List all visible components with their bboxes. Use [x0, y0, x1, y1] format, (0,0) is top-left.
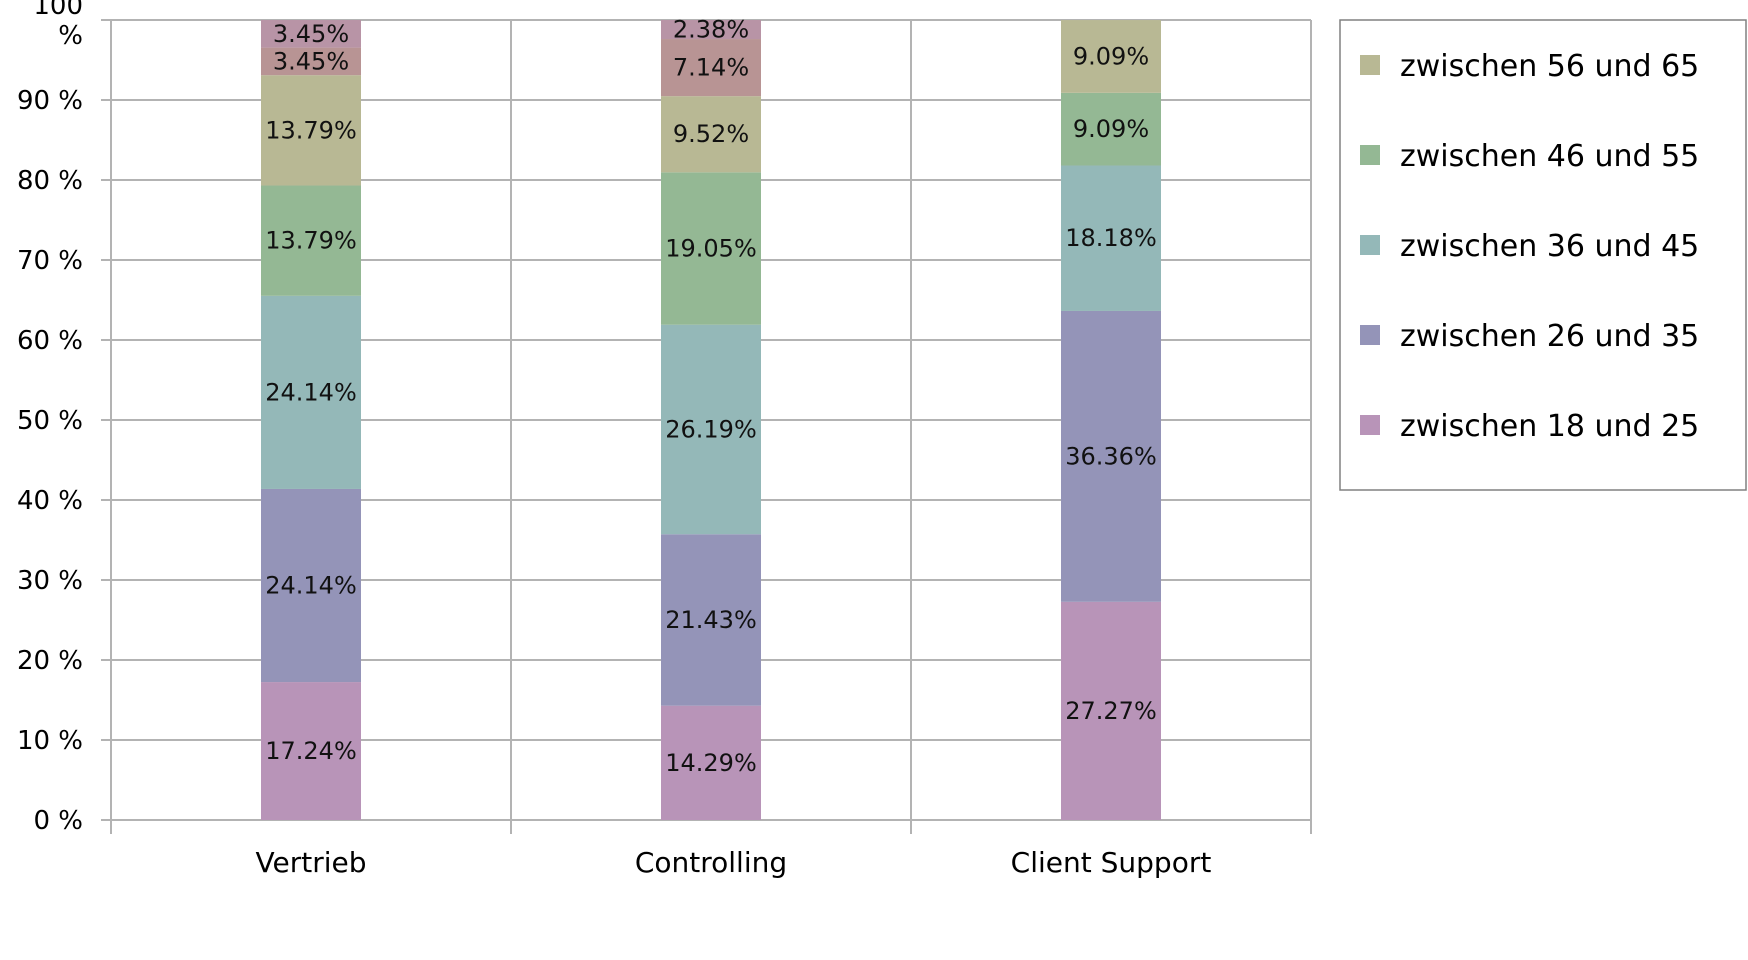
- data-label: 9.52%: [673, 120, 749, 148]
- bar-segment: [261, 185, 361, 296]
- y-tick-label: 80 %: [17, 166, 83, 196]
- data-label: 24.14%: [265, 378, 357, 406]
- data-label: 21.43%: [665, 606, 757, 634]
- data-label: 24.14%: [265, 572, 357, 600]
- legend-swatch: [1360, 235, 1380, 255]
- data-label: 9.09%: [1073, 115, 1149, 143]
- y-tick-label: 10 %: [17, 726, 83, 756]
- data-label: 18.18%: [1065, 224, 1157, 252]
- bar-segment: [261, 75, 361, 186]
- data-label: 3.45%: [273, 20, 349, 48]
- bar-segment: [261, 20, 361, 48]
- legend-label: zwischen 26 und 35: [1400, 319, 1699, 354]
- data-label: 14.29%: [665, 749, 757, 777]
- y-tick-label: 20 %: [17, 646, 83, 676]
- y-tick-label-unit: %: [58, 21, 83, 51]
- bar-segment: [661, 324, 761, 535]
- bar-segment: [261, 488, 361, 683]
- y-tick-label: 70 %: [17, 246, 83, 276]
- y-tick-label: 90 %: [17, 86, 83, 116]
- bars-group: [261, 20, 1161, 820]
- legend-box: [1339, 19, 1747, 491]
- data-label: 9.09%: [1073, 42, 1149, 70]
- bar-segment: [1061, 601, 1161, 820]
- data-label: 3.45%: [273, 47, 349, 75]
- data-label: 19.05%: [665, 235, 757, 263]
- legend-swatch: [1360, 145, 1380, 165]
- bar-segment: [661, 534, 761, 706]
- data-label: 7.14%: [673, 54, 749, 82]
- bar-segment: [1061, 310, 1161, 602]
- bar-segment: [1061, 92, 1161, 166]
- data-label: 2.38%: [673, 16, 749, 44]
- data-label: 13.79%: [265, 116, 357, 144]
- category-label: Vertrieb: [256, 846, 367, 879]
- data-label: 13.79%: [265, 227, 357, 255]
- bar-segment: [661, 96, 761, 173]
- axes-group: 0 % 10 % 20 % 30 % 40 % 50 % 60 % 70 % 80 % 90 % 1…: [17, 0, 1312, 879]
- category-label: Controlling: [635, 846, 787, 879]
- bar-segment: [1061, 20, 1161, 93]
- data-label: 36.36%: [1065, 442, 1157, 470]
- bar-segment: [261, 47, 361, 76]
- data-labels-group: 17.24% 24.14% 24.14% 13.79% 13.79% 3.45%3.45%…: [265, 16, 1157, 777]
- y-tick-label: 100: [33, 0, 83, 21]
- legend-label: zwischen 46 und 55: [1400, 139, 1699, 174]
- bar-segment: [661, 172, 761, 325]
- y-tick-label: 40 %: [17, 486, 83, 516]
- y-tick-label: 60 %: [17, 326, 83, 356]
- bar-segment: [661, 705, 761, 820]
- bar-segment: [1061, 165, 1161, 311]
- bar-segment: [661, 20, 761, 40]
- data-label: 17.24%: [265, 737, 357, 765]
- bar-segment: [661, 39, 761, 97]
- legend-label: zwischen 18 und 25: [1400, 409, 1699, 444]
- data-label: 26.19%: [665, 415, 757, 443]
- y-tick-label: 0 %: [33, 806, 83, 836]
- legend-swatch: [1360, 55, 1380, 75]
- y-tick-label: 30 %: [17, 566, 83, 596]
- data-label: 27.27%: [1065, 697, 1157, 725]
- legend-swatch: [1360, 325, 1380, 345]
- legend-swatch: [1360, 415, 1380, 435]
- legend-label: zwischen 56 und 65: [1400, 49, 1699, 84]
- legend-label: zwischen 36 und 45: [1400, 229, 1699, 264]
- bar-segment: [261, 295, 361, 489]
- y-tick-label: 50 %: [17, 406, 83, 436]
- bar-segment: [261, 682, 361, 820]
- category-label: Client Support: [1011, 846, 1212, 879]
- legend: zwischen 56 und 65 zwischen 46 und 55 zwis…: [1339, 19, 1747, 491]
